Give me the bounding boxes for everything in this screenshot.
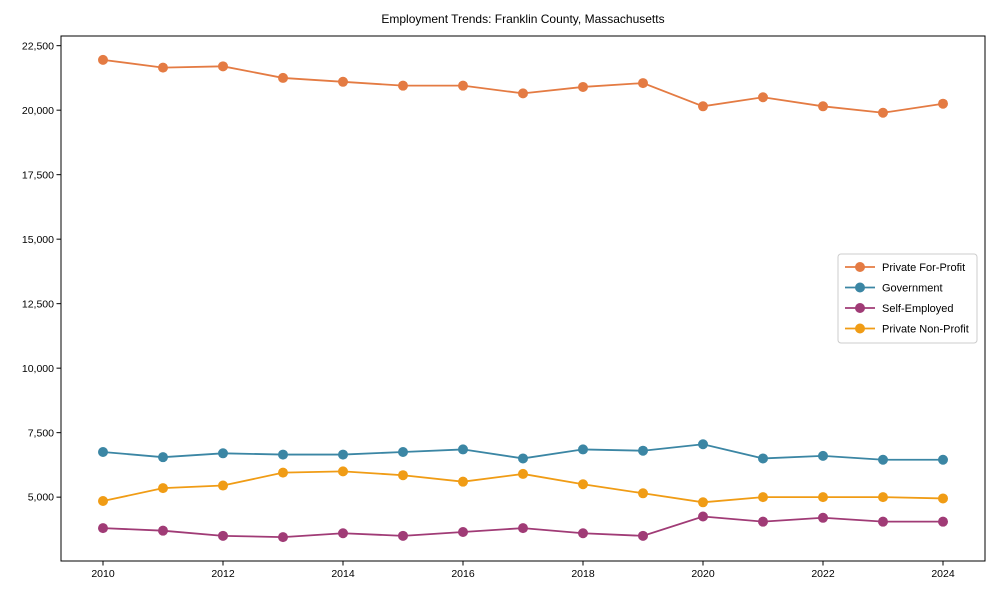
data-point-self-employed [578, 528, 588, 539]
data-point-private-non-profit [698, 497, 708, 508]
data-point-private-for-profit [338, 76, 348, 87]
data-point-self-employed [698, 511, 708, 522]
y-axis-tick-label: 12,500 [22, 298, 54, 310]
y-axis-tick-label: 20,000 [22, 105, 54, 117]
data-point-private-non-profit [278, 467, 288, 478]
y-axis-tick-label: 15,000 [22, 234, 54, 246]
data-point-private-for-profit [218, 61, 228, 72]
data-point-private-for-profit [398, 80, 408, 91]
data-point-government [218, 448, 228, 459]
chart-title: Employment Trends: Franklin County, Mass… [381, 12, 665, 26]
data-point-government [518, 453, 528, 464]
data-point-government [458, 444, 468, 455]
y-axis-tick-label: 7,500 [28, 427, 54, 439]
data-point-self-employed [458, 526, 468, 537]
x-axis-tick-label: 2022 [811, 568, 835, 580]
data-point-private-for-profit [698, 101, 708, 112]
x-axis-tick-label: 2018 [571, 568, 595, 580]
data-point-private-for-profit [818, 101, 828, 112]
x-axis-tick-label: 2010 [91, 568, 115, 580]
data-point-private-for-profit [98, 54, 108, 65]
data-point-self-employed [638, 530, 648, 541]
data-point-private-non-profit [398, 470, 408, 481]
data-point-private-for-profit [638, 78, 648, 89]
data-point-self-employed [158, 525, 168, 536]
data-point-self-employed [938, 516, 948, 527]
data-point-government [938, 454, 948, 465]
data-point-private-non-profit [518, 468, 528, 479]
legend-label-self-employed: Self-Employed [882, 303, 954, 315]
data-point-private-non-profit [818, 492, 828, 503]
data-point-private-for-profit [278, 72, 288, 83]
data-point-self-employed [278, 532, 288, 543]
y-axis-tick-label: 22,500 [22, 40, 54, 52]
legend-swatch-marker-government [855, 282, 865, 293]
data-point-private-non-profit [758, 492, 768, 503]
data-point-self-employed [398, 530, 408, 541]
x-axis-tick-label: 2016 [451, 568, 475, 580]
data-point-government [578, 444, 588, 455]
data-point-private-non-profit [158, 483, 168, 494]
data-point-private-for-profit [578, 81, 588, 92]
series-line-private-for-profit [102, 58, 944, 114]
data-point-self-employed [878, 516, 888, 527]
data-point-government [638, 445, 648, 456]
x-axis-tick-label: 2024 [931, 568, 955, 580]
data-point-government [278, 449, 288, 460]
plot-border [60, 35, 986, 562]
data-point-private-non-profit [218, 480, 228, 491]
data-point-self-employed [338, 528, 348, 539]
legend-label-government: Government [882, 282, 943, 294]
data-point-self-employed [758, 516, 768, 527]
legend-swatch-marker-private-for-profit [855, 262, 865, 272]
data-point-private-for-profit [878, 107, 888, 118]
data-point-private-non-profit [638, 488, 648, 499]
data-point-private-for-profit [518, 88, 528, 99]
x-axis-tick-label: 2020 [691, 568, 715, 580]
data-point-government [158, 452, 168, 463]
data-point-government [338, 449, 348, 460]
data-point-private-for-profit [938, 98, 948, 109]
data-point-government [758, 453, 768, 464]
data-point-self-employed [818, 512, 828, 523]
y-axis-tick-label: 10,000 [22, 363, 54, 375]
data-point-private-non-profit [458, 476, 468, 487]
data-point-private-for-profit [758, 92, 768, 103]
x-axis-tick-label: 2014 [331, 568, 355, 580]
data-point-private-non-profit [338, 466, 348, 477]
data-point-private-for-profit [158, 62, 168, 73]
data-point-self-employed [98, 523, 108, 534]
data-point-government [878, 454, 888, 465]
data-point-government [398, 447, 408, 458]
legend-label-private-for-profit: Private For-Profit [882, 262, 965, 274]
legend-swatch-marker-private-non-profit [855, 323, 865, 334]
y-axis-tick-label: 17,500 [22, 169, 54, 181]
legend-label-private-non-profit: Private Non-Profit [882, 323, 969, 335]
data-point-private-non-profit [938, 493, 948, 504]
data-point-private-non-profit [98, 496, 108, 507]
data-point-government [818, 450, 828, 461]
legend [837, 253, 978, 344]
data-point-private-non-profit [578, 479, 588, 490]
data-point-private-for-profit [458, 80, 468, 91]
data-point-self-employed [518, 523, 528, 534]
data-point-government [98, 447, 108, 458]
x-axis-tick-label: 2012 [211, 568, 235, 580]
legend-swatch-marker-self-employed [855, 303, 865, 313]
data-point-private-non-profit [878, 492, 888, 503]
data-point-self-employed [218, 530, 228, 541]
data-point-government [698, 439, 708, 450]
y-axis-tick-label: 5,000 [28, 492, 54, 504]
